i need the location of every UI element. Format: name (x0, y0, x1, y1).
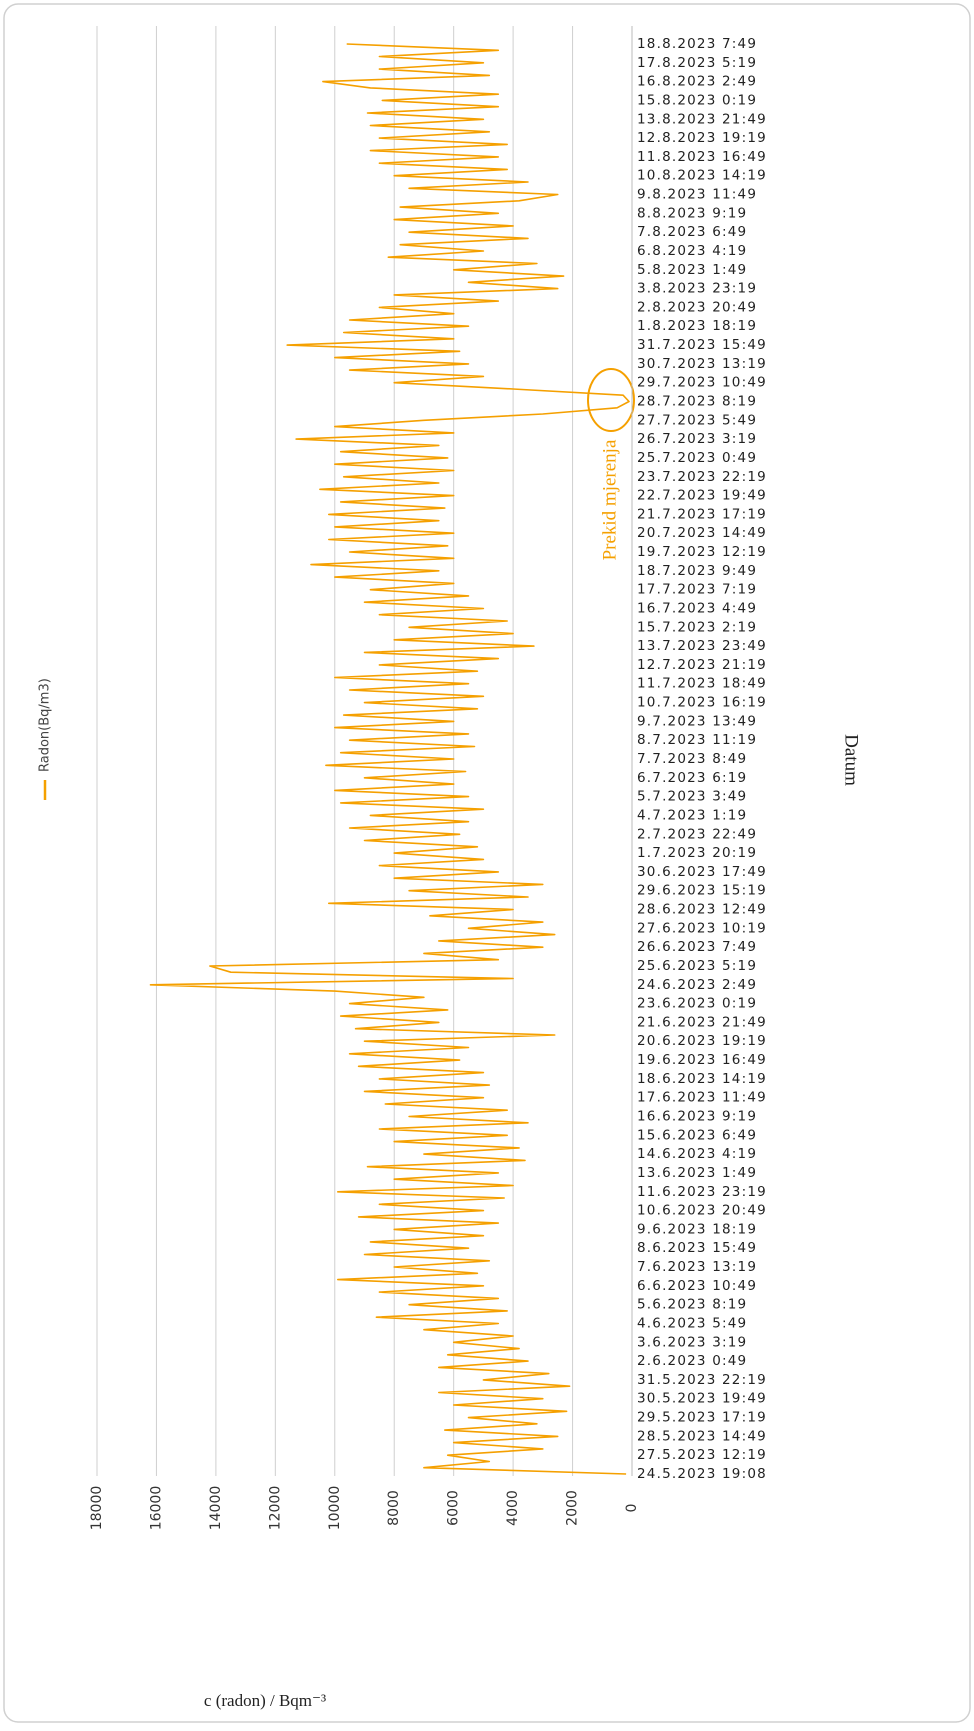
x-tick-label: 30.7.2023 13:19 (637, 356, 767, 372)
x-tick-label: 9.7.2023 13:49 (637, 713, 757, 729)
x-tick-label: 29.5.2023 17:19 (637, 1410, 767, 1426)
y-tick-label: 10000 (327, 1486, 343, 1531)
x-tick-label: 24.5.2023 19:08 (637, 1466, 767, 1482)
y-tick-label: 6000 (446, 1490, 462, 1526)
x-tick-label: 8.7.2023 11:19 (637, 732, 757, 748)
x-tick-label: 7.6.2023 13:19 (637, 1259, 757, 1275)
x-tick-label: 16.7.2023 4:49 (637, 600, 757, 616)
x-tick-label: 26.6.2023 7:49 (637, 939, 757, 955)
x-tick-label: 11.6.2023 23:19 (637, 1184, 767, 1200)
x-tick-label: 6.7.2023 6:19 (637, 770, 747, 786)
y-tick-label: 16000 (148, 1486, 164, 1531)
x-tick-label: 27.6.2023 10:19 (637, 920, 767, 936)
x-tick-label: 2.6.2023 0:49 (637, 1353, 747, 1369)
x-tick-label: 18.8.2023 7:49 (637, 36, 757, 52)
data-line (149, 43, 630, 1475)
x-tick-label: 14.6.2023 4:19 (637, 1146, 757, 1162)
x-tick-label: 5.8.2023 1:49 (637, 262, 747, 278)
y-tick-label: 18000 (89, 1486, 105, 1531)
x-tick-label: 10.6.2023 20:49 (637, 1203, 767, 1219)
x-tick-label: 9.8.2023 11:49 (637, 187, 757, 203)
x-tick-label: 2.8.2023 20:49 (637, 299, 757, 315)
y-tick-label: 14000 (208, 1486, 224, 1531)
x-tick-label: 18.7.2023 9:49 (637, 563, 757, 579)
x-tick-label: 20.7.2023 14:49 (637, 525, 767, 541)
x-tick-label: 27.7.2023 5:49 (637, 412, 757, 428)
x-tick-label: 28.7.2023 8:19 (637, 394, 757, 410)
x-tick-label: 13.8.2023 21:49 (637, 111, 767, 127)
annotation-ellipse (587, 368, 635, 432)
x-tick-label: 29.6.2023 15:19 (637, 883, 767, 899)
x-tick-label: 13.6.2023 1:49 (637, 1165, 757, 1181)
x-tick-label: 31.5.2023 22:19 (637, 1372, 767, 1388)
x-tick-label: 31.7.2023 15:49 (637, 337, 767, 353)
x-tick-label: 8.6.2023 15:49 (637, 1240, 757, 1256)
x-tick-label: 15.8.2023 0:19 (637, 92, 757, 108)
x-tick-label: 4.7.2023 1:19 (637, 807, 747, 823)
x-tick-label: 23.6.2023 0:19 (637, 996, 757, 1012)
x-tick-label: 17.6.2023 11:49 (637, 1090, 767, 1106)
x-tick-label: 12.8.2023 19:19 (637, 130, 767, 146)
x-tick-label: 24.6.2023 2:49 (637, 977, 757, 993)
x-tick-label: 11.7.2023 18:49 (637, 676, 767, 692)
x-tick-label: 9.6.2023 18:19 (637, 1221, 757, 1237)
y-tick-label: 4000 (505, 1490, 521, 1526)
x-tick-label: 16.6.2023 9:19 (637, 1109, 757, 1125)
x-tick-label: 28.6.2023 12:49 (637, 902, 767, 918)
x-tick-label: 13.7.2023 23:49 (637, 638, 767, 654)
annotation: Prekid mjerenja (599, 439, 620, 560)
x-tick-label: 28.5.2023 14:49 (637, 1428, 767, 1444)
x-tick-label: 3.6.2023 3:19 (637, 1334, 747, 1350)
x-tick-label: 26.7.2023 3:19 (637, 431, 757, 447)
y-axis-title: c (radon) / Bqm⁻³ (204, 1691, 326, 1710)
x-tick-label: 29.7.2023 10:49 (637, 375, 767, 391)
x-tick-label: 20.6.2023 19:19 (637, 1033, 767, 1049)
y-tick-label: 2000 (565, 1490, 581, 1526)
x-tick-label: 12.7.2023 21:19 (637, 657, 767, 673)
x-tick-label: 19.7.2023 12:19 (637, 544, 767, 560)
x-tick-label: 22.7.2023 19:49 (637, 488, 767, 504)
x-tick-label: 10.7.2023 16:19 (637, 695, 767, 711)
x-tick-label: 11.8.2023 16:49 (637, 149, 767, 165)
y-tick-label: 0 (624, 1504, 640, 1513)
x-tick-label: 21.7.2023 17:19 (637, 506, 767, 522)
y-tick-label: 8000 (386, 1490, 402, 1526)
x-tick-label: 30.5.2023 19:49 (637, 1391, 767, 1407)
x-tick-label: 23.7.2023 22:19 (637, 469, 767, 485)
x-tick-label: 1.7.2023 20:19 (637, 845, 757, 861)
legend-label: Radon(Bq/m3) (38, 678, 53, 772)
x-tick-label: 15.6.2023 6:49 (637, 1127, 757, 1143)
x-tick-label: 4.6.2023 5:49 (637, 1315, 747, 1331)
x-tick-label: 17.8.2023 5:19 (637, 55, 757, 71)
x-tick-label: 25.6.2023 5:19 (637, 958, 757, 974)
x-tick-label: 21.6.2023 21:49 (637, 1014, 767, 1030)
x-tick-label: 17.7.2023 7:19 (637, 582, 757, 598)
x-tick-label: 6.8.2023 4:19 (637, 243, 747, 259)
x-tick-label: 19.6.2023 16:49 (637, 1052, 767, 1068)
x-tick-label: 16.8.2023 2:49 (637, 74, 757, 90)
x-axis-title: Datum (841, 734, 862, 786)
y-tick-label: 12000 (267, 1486, 283, 1531)
x-tick-label: 7.7.2023 8:49 (637, 751, 747, 767)
x-tick-label: 30.6.2023 17:49 (637, 864, 767, 880)
x-tick-label: 2.7.2023 22:49 (637, 826, 757, 842)
x-tick-label: 5.6.2023 8:19 (637, 1297, 747, 1313)
x-tick-label: 10.8.2023 14:19 (637, 168, 767, 184)
x-tick-label: 3.8.2023 23:19 (637, 281, 757, 297)
x-tick-label: 5.7.2023 3:49 (637, 789, 747, 805)
x-tick-label: 1.8.2023 18:19 (637, 318, 757, 334)
x-tick-label: 27.5.2023 12:19 (637, 1447, 767, 1463)
x-tick-label: 25.7.2023 0:49 (637, 450, 757, 466)
x-tick-label: 18.6.2023 14:19 (637, 1071, 767, 1087)
x-tick-label: 7.8.2023 6:49 (637, 224, 747, 240)
x-tick-label: 6.6.2023 10:49 (637, 1278, 757, 1294)
x-tick-label: 8.8.2023 9:19 (637, 205, 747, 221)
x-tick-label: 15.7.2023 2:19 (637, 619, 757, 635)
chart-frame (3, 3, 971, 1723)
